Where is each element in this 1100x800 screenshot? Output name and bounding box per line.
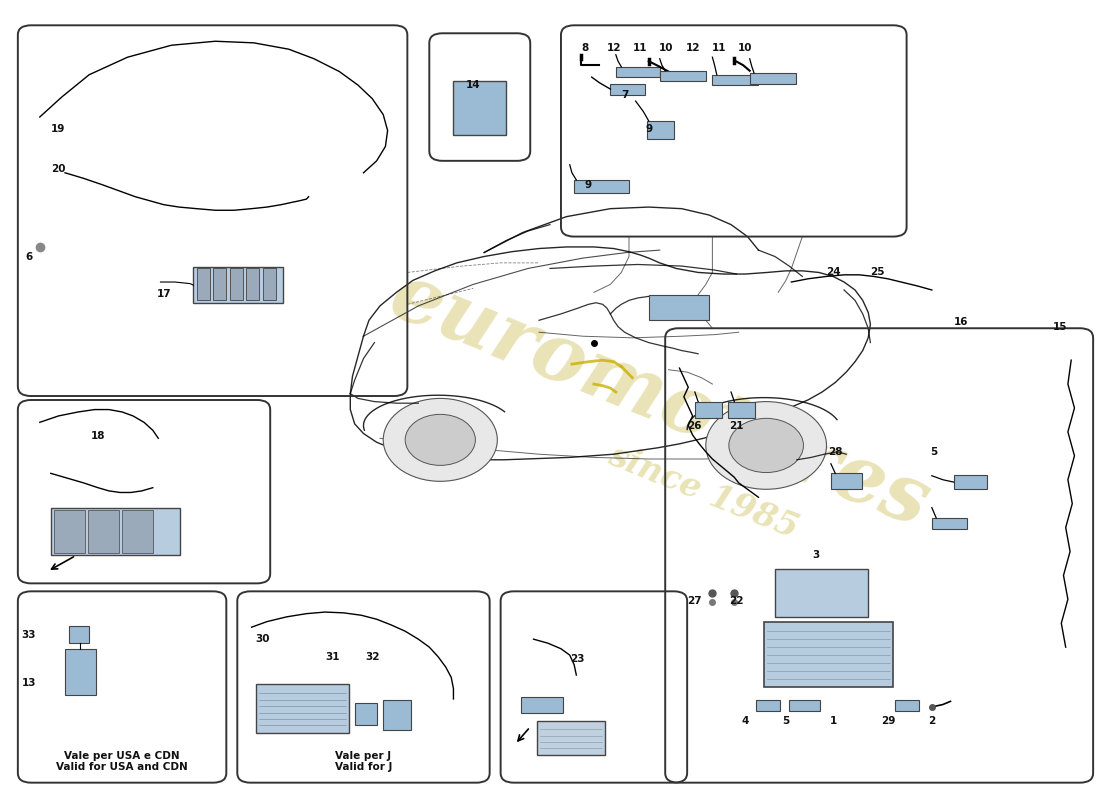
- Bar: [246, 269, 260, 300]
- Bar: [521, 697, 563, 713]
- Text: 5: 5: [782, 716, 790, 726]
- Bar: [383, 700, 410, 730]
- Bar: [660, 70, 706, 81]
- Text: 33: 33: [22, 630, 36, 640]
- Bar: [616, 66, 660, 77]
- Circle shape: [729, 418, 803, 473]
- Text: 4: 4: [741, 716, 749, 726]
- Bar: [69, 626, 89, 643]
- Bar: [54, 510, 85, 553]
- Text: 11: 11: [712, 42, 726, 53]
- Text: 9: 9: [646, 124, 652, 134]
- Text: 12: 12: [606, 42, 620, 53]
- Text: 5: 5: [931, 447, 937, 457]
- Bar: [932, 518, 967, 529]
- Text: 30: 30: [255, 634, 270, 644]
- Text: since 1985: since 1985: [604, 438, 803, 545]
- Text: 24: 24: [826, 267, 840, 278]
- Text: 8: 8: [582, 42, 588, 53]
- Text: 12: 12: [685, 42, 700, 53]
- Circle shape: [383, 398, 497, 482]
- Bar: [194, 267, 284, 302]
- Text: 23: 23: [570, 654, 585, 664]
- Bar: [88, 510, 119, 553]
- Text: 21: 21: [729, 421, 744, 430]
- Text: 7: 7: [620, 90, 628, 101]
- Bar: [354, 703, 376, 726]
- Text: 10: 10: [738, 42, 752, 53]
- Text: 19: 19: [52, 124, 66, 134]
- Text: 18: 18: [90, 431, 106, 441]
- Text: 31: 31: [326, 652, 340, 662]
- Bar: [954, 475, 987, 490]
- Text: Vale per USA e CDN
Valid for USA and CDN: Vale per USA e CDN Valid for USA and CDN: [56, 750, 188, 772]
- Bar: [263, 269, 276, 300]
- Text: 25: 25: [870, 267, 884, 278]
- Bar: [230, 269, 243, 300]
- Text: 28: 28: [828, 447, 843, 457]
- Text: 22: 22: [729, 596, 744, 606]
- Bar: [757, 700, 780, 711]
- Bar: [774, 569, 868, 617]
- Text: 16: 16: [954, 317, 969, 327]
- Bar: [713, 74, 759, 85]
- Bar: [213, 269, 227, 300]
- Text: 1: 1: [829, 716, 837, 726]
- Text: 11: 11: [632, 42, 647, 53]
- Text: 14: 14: [466, 80, 481, 90]
- Text: 29: 29: [881, 716, 895, 726]
- Bar: [574, 180, 629, 193]
- Text: 32: 32: [365, 652, 380, 662]
- Text: 9: 9: [585, 180, 592, 190]
- Text: 17: 17: [156, 289, 172, 299]
- Bar: [197, 269, 210, 300]
- Bar: [256, 684, 349, 734]
- Text: 15: 15: [1053, 322, 1067, 332]
- Bar: [894, 700, 918, 711]
- Text: 26: 26: [688, 421, 702, 430]
- Text: 27: 27: [688, 596, 702, 606]
- Bar: [750, 73, 795, 83]
- Text: 13: 13: [22, 678, 36, 688]
- Circle shape: [405, 414, 475, 466]
- Text: 3: 3: [812, 550, 820, 561]
- Circle shape: [706, 402, 826, 490]
- Bar: [610, 83, 646, 95]
- Bar: [65, 649, 96, 695]
- Text: 2: 2: [928, 716, 935, 726]
- Text: 10: 10: [659, 42, 673, 53]
- Text: Vale per J
Valid for J: Vale per J Valid for J: [334, 750, 393, 772]
- Bar: [764, 622, 893, 687]
- Text: 6: 6: [25, 251, 32, 262]
- Bar: [51, 508, 180, 555]
- Bar: [647, 121, 674, 138]
- Bar: [830, 474, 861, 490]
- Text: 20: 20: [52, 164, 66, 174]
- Text: euromotores: euromotores: [378, 257, 940, 543]
- Bar: [122, 510, 153, 553]
- Bar: [537, 722, 605, 754]
- Bar: [453, 81, 506, 135]
- Bar: [789, 700, 820, 711]
- Bar: [728, 402, 756, 418]
- Bar: [649, 294, 710, 320]
- Bar: [695, 402, 723, 418]
